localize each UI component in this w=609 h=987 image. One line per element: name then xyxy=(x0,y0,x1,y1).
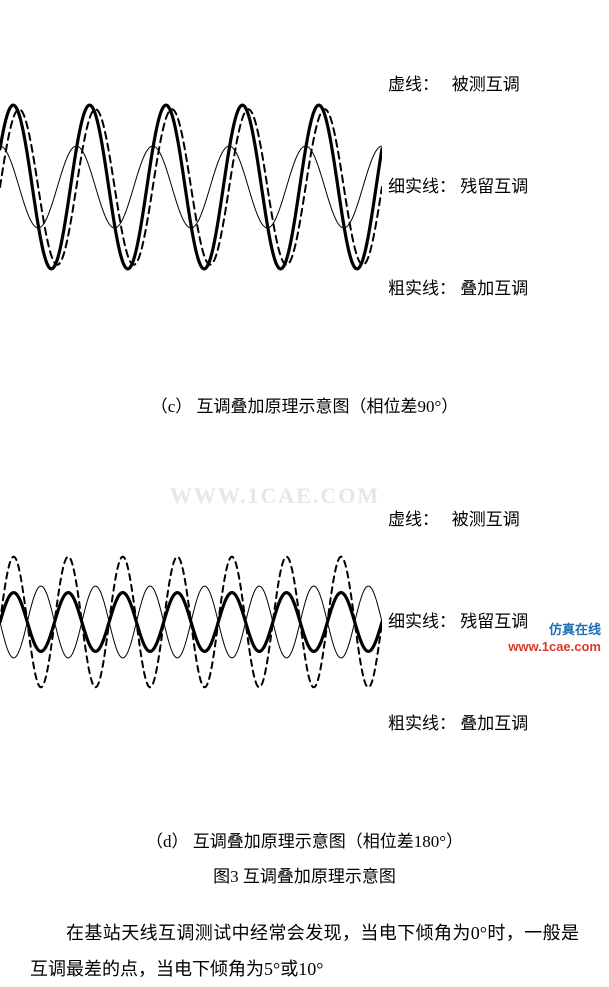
figure-c-caption: （c） 互调叠加原理示意图（相位差90°） xyxy=(0,392,609,417)
figure-d-chart xyxy=(0,551,382,693)
legend-thick: 粗实线： 叠加互调 xyxy=(388,272,528,306)
figure-d-caption: （d） 互调叠加原理示意图（相位差180°） xyxy=(0,827,609,852)
footer-zh: 仿真在线 xyxy=(508,621,601,639)
figure-d-legend: 虚线： 被测互调 细实线： 残留互调 粗实线： 叠加互调 xyxy=(382,435,528,809)
footer-url: www.1cae.com xyxy=(508,638,601,656)
figure-c-chart xyxy=(0,98,382,276)
figure-d: WWW.1CAE.COM 虚线： 被测互调 细实线： 残留互调 粗实线： 叠加互… xyxy=(0,435,609,887)
figure-c: 虚线： 被测互调 细实线： 残留互调 粗实线： 叠加互调 （c） 互调叠加原理示… xyxy=(0,0,609,417)
figure-overall-caption: 图3 互调叠加原理示意图 xyxy=(0,862,609,887)
footer-mark: 仿真在线 www.1cae.com xyxy=(508,621,601,656)
legend-dashed: 虚线： 被测互调 xyxy=(388,503,528,537)
legend-dashed: 虚线： 被测互调 xyxy=(388,68,528,102)
figure-c-row: 虚线： 被测互调 细实线： 残留互调 粗实线： 叠加互调 xyxy=(0,0,609,374)
figure-c-legend: 虚线： 被测互调 细实线： 残留互调 粗实线： 叠加互调 xyxy=(382,0,528,374)
body-paragraph: 在基站天线互调测试中经常会发现，当电下倾角为0°时，一般是互调最差的点，当电下倾… xyxy=(0,915,609,987)
legend-thin: 细实线： 残留互调 xyxy=(388,605,528,639)
legend-thick: 粗实线： 叠加互调 xyxy=(388,707,528,741)
legend-thin: 细实线： 残留互调 xyxy=(388,170,528,204)
